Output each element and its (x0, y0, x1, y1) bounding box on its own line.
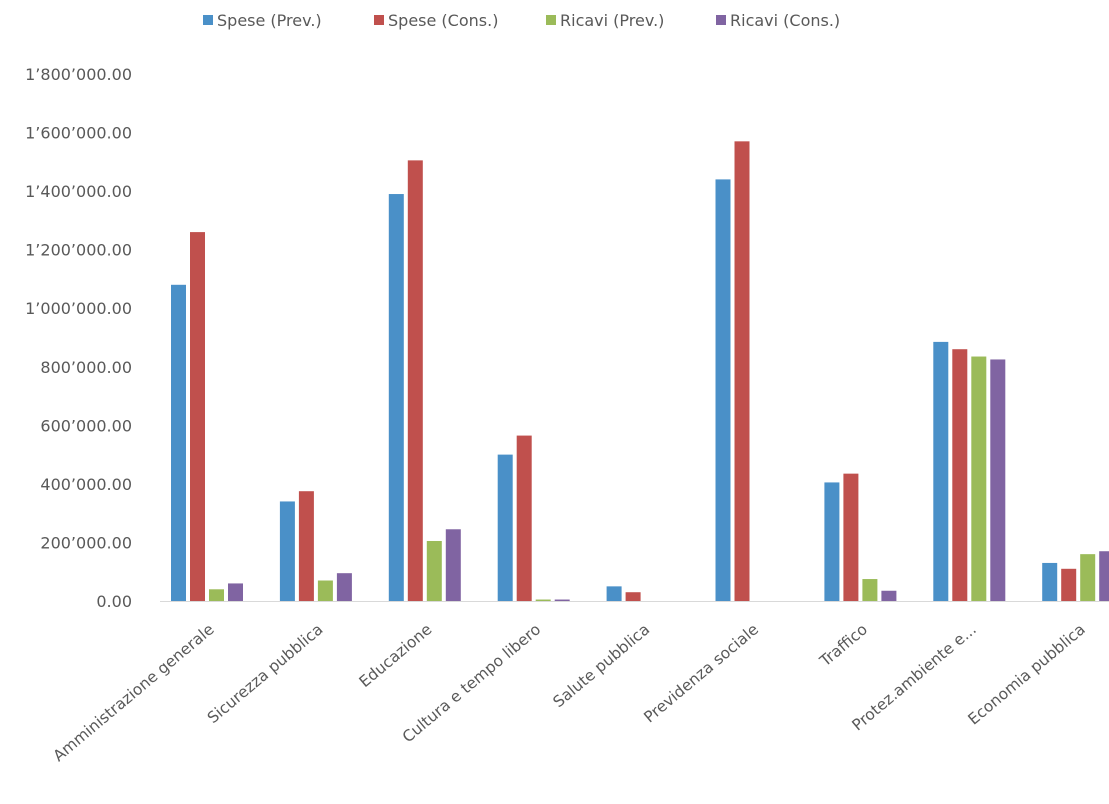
bar-spese-prev (824, 482, 840, 601)
legend-swatch (716, 15, 726, 25)
bar-spese-prev (388, 194, 404, 602)
bar-spese-prev (279, 501, 295, 601)
y-tick-label: 1’800’000.00 (25, 65, 132, 84)
legend-swatch (546, 15, 556, 25)
bar-group-protez-ambiente-e (933, 341, 1006, 601)
bar-spese-prev (497, 454, 513, 601)
bar-ricavi-prev (317, 580, 333, 601)
x-tick-label: Salute pubblica (550, 620, 653, 711)
y-tick-label: 0.00 (96, 592, 132, 611)
bar-spese-cons (298, 491, 314, 601)
x-tick-label: Protez.ambiente e... (849, 620, 980, 734)
bar-spese-cons (843, 473, 859, 601)
bar-group-previdenza-sociale (715, 141, 750, 602)
plot-area (171, 141, 1109, 602)
bar-ricavi-cons (228, 583, 243, 601)
bar-ricavi-cons (554, 599, 570, 601)
legend-label: Spese (Cons.) (388, 11, 498, 30)
legend-label: Ricavi (Prev.) (560, 11, 664, 30)
bar-ricavi-cons (336, 573, 352, 601)
bar-group-sicurezza-pubblica (279, 491, 352, 601)
bar-ricavi-cons (881, 590, 897, 601)
x-tick-label: Previdenza sociale (640, 620, 762, 726)
bar-ricavi-cons (990, 359, 1006, 601)
x-tick-label: Educazione (356, 620, 436, 691)
bar-ricavi-prev (209, 589, 224, 601)
bar-ricavi-prev (862, 579, 878, 601)
bar-group-economia-pubblica (1042, 551, 1109, 601)
bar-group-traffico (824, 473, 897, 601)
legend-swatch (374, 15, 384, 25)
bar-spese-prev (715, 179, 731, 601)
y-tick-label: 1’200’000.00 (25, 241, 132, 260)
legend-label: Spese (Prev.) (217, 11, 322, 30)
bar-ricavi-cons (445, 529, 461, 601)
y-tick-label: 1’600’000.00 (25, 124, 132, 143)
bar-spese-cons (625, 592, 641, 601)
bar-spese-cons (190, 232, 205, 601)
bar-spese-cons (952, 349, 968, 601)
legend-item-spese-cons: Spese (Cons.) (374, 11, 498, 30)
x-tick-label: Economia pubblica (965, 620, 1089, 728)
bar-ricavi-prev (971, 356, 987, 601)
bar-spese-prev (1042, 562, 1058, 601)
y-tick-label: 800’000.00 (40, 358, 132, 377)
bar-ricavi-prev (1080, 554, 1096, 601)
legend-item-spese-prev: Spese (Prev.) (203, 11, 322, 30)
bar-ricavi-cons (1099, 551, 1109, 601)
bar-ricavi-prev (535, 599, 551, 601)
y-tick-label: 1’400’000.00 (25, 182, 132, 201)
x-tick-label: Sicurezza pubblica (204, 620, 326, 727)
legend-swatch (203, 15, 213, 25)
y-tick-label: 1’000’000.00 (25, 299, 132, 318)
legend-item-ricavi-cons: Ricavi (Cons.) (716, 11, 840, 30)
bar-spese-prev (933, 341, 949, 601)
bar-spese-cons (1061, 568, 1077, 601)
bar-spese-cons (516, 435, 532, 601)
bar-group-amministrazione-generale (171, 232, 243, 601)
bar-spese-prev (606, 586, 622, 601)
y-tick-label: 200’000.00 (40, 533, 132, 552)
bar-spese-prev (171, 284, 186, 601)
legend-label: Ricavi (Cons.) (730, 11, 840, 30)
y-tick-label: 400’000.00 (40, 475, 132, 494)
bar-group-cultura-e-tempo-libero (497, 435, 570, 601)
legend-item-ricavi-prev: Ricavi (Prev.) (546, 11, 664, 30)
bar-spese-cons (734, 141, 750, 602)
y-axis: 0.00 200’000.00 400’000.00 600’000.00 800’00… (25, 65, 132, 611)
chart-legend: Spese (Prev.) Spese (Cons.) Ricavi (Prev.)… (203, 11, 840, 30)
bar-group-educazione (388, 160, 461, 602)
x-tick-label: Traffico (816, 620, 871, 670)
y-tick-label: 600’000.00 (40, 416, 132, 435)
bar-spese-cons (407, 160, 423, 601)
bar-group-salute-pubblica (606, 586, 641, 601)
x-tick-label: Amministrazione generale (50, 620, 218, 765)
bar-ricavi-prev (426, 540, 442, 601)
